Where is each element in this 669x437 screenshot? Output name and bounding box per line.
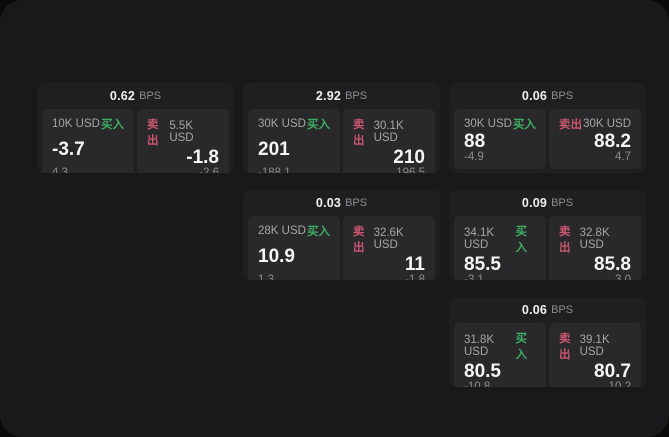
- buy-panel[interactable]: 10K USD 买入 -3.7 4.3: [42, 109, 134, 173]
- bps-unit: BPS: [345, 90, 368, 102]
- bps-unit: BPS: [551, 197, 574, 209]
- quote-card: 0.06 BPS 30K USD 买入 88 -4.9 卖出 30K USD: [449, 83, 646, 173]
- buy-price: 10.9: [258, 246, 295, 267]
- quote-card: 0.62 BPS 10K USD 买入 -3.7 4.3 卖出 5.5K USD: [37, 83, 234, 173]
- sell-size: 5.5K USD: [169, 120, 194, 144]
- card-header: 0.09 BPS: [449, 190, 646, 216]
- sell-label: 卖出: [353, 119, 365, 147]
- quote-card: 2.92 BPS 30K USD 买入 201 -188.1 卖出 30.1K …: [243, 83, 440, 173]
- bps-unit: BPS: [139, 90, 162, 102]
- sell-size: 32.8K USD: [579, 227, 610, 251]
- sell-delta: 196.5: [396, 167, 425, 173]
- buy-delta: -188.1: [258, 167, 291, 173]
- buy-size: 31.8K USD: [464, 334, 495, 358]
- sell-delta: 4.7: [615, 151, 631, 163]
- buy-delta: 4.3: [52, 167, 68, 173]
- sell-panel[interactable]: 卖出 30.1K USD 210 196.5: [343, 109, 435, 173]
- bps-value: 2.92: [315, 89, 342, 103]
- sell-label: 卖出: [559, 119, 582, 131]
- sell-size: 32.6K USD: [373, 227, 404, 251]
- card-body: 34.1K USD 买入 85.5 -3.1 卖出 32.8K USD 85.8…: [449, 216, 646, 280]
- card-body: 10K USD 买入 -3.7 4.3 卖出 5.5K USD -1.8 -2.…: [37, 109, 234, 173]
- quote-card: 0.03 BPS 28K USD 买入 10.9 1.3 卖出 32.6K US…: [243, 190, 440, 280]
- quote-card: 0.06 BPS 31.8K USD 买入 80.5 -10.8 卖出 39.1…: [449, 297, 646, 387]
- bps-unit: BPS: [551, 90, 574, 102]
- sell-size: 30K USD: [583, 118, 631, 130]
- sell-price: 80.7: [594, 361, 631, 382]
- bps-value: 0.03: [315, 196, 342, 210]
- card-header: 2.92 BPS: [243, 83, 440, 109]
- buy-label: 买入: [101, 119, 124, 131]
- card-header: 0.06 BPS: [449, 83, 646, 109]
- buy-label: 买入: [515, 333, 527, 361]
- sell-price: 88.2: [594, 131, 631, 152]
- buy-size: 30K USD: [258, 118, 306, 130]
- buy-label: 买入: [307, 226, 330, 238]
- buy-size: 10K USD: [52, 118, 100, 130]
- buy-panel[interactable]: 34.1K USD 买入 85.5 -3.1: [454, 216, 546, 280]
- bps-value: 0.06: [521, 303, 548, 317]
- buy-price: 201: [258, 139, 290, 160]
- sell-panel[interactable]: 卖出 32.8K USD 85.8 3.0: [549, 216, 641, 280]
- card-header: 0.06 BPS: [449, 297, 646, 323]
- buy-price: 85.5: [464, 254, 501, 275]
- sell-panel[interactable]: 卖出 32.6K USD 11 -1.8: [343, 216, 435, 280]
- quote-card-grid: 0.62 BPS 10K USD 买入 -3.7 4.3 卖出 5.5K USD: [37, 83, 646, 387]
- sell-label: 卖出: [353, 226, 365, 254]
- sell-price: 210: [393, 147, 425, 168]
- sell-delta: -1.8: [405, 274, 425, 280]
- buy-delta: -10.8: [464, 381, 491, 387]
- card-body: 31.8K USD 买入 80.5 -10.8 卖出 39.1K USD 80.…: [449, 323, 646, 387]
- buy-size: 30K USD: [464, 118, 512, 130]
- card-body: 28K USD 买入 10.9 1.3 卖出 32.6K USD 11 -1.8: [243, 216, 440, 280]
- sell-price: 11: [404, 254, 425, 275]
- buy-delta: 1.3: [258, 274, 274, 280]
- sell-size: 39.1K USD: [579, 334, 610, 358]
- card-body: 30K USD 买入 88 -4.9 卖出 30K USD 88.2 4.7: [449, 109, 646, 173]
- buy-label: 买入: [513, 119, 536, 131]
- buy-price: 80.5: [464, 361, 501, 382]
- bps-value: 0.06: [521, 89, 548, 103]
- card-header: 0.62 BPS: [37, 83, 234, 109]
- sell-price: 85.8: [594, 254, 631, 275]
- sell-label: 卖出: [147, 119, 159, 147]
- sell-panel[interactable]: 卖出 30K USD 88.2 4.7: [549, 109, 641, 169]
- sell-price: -1.8: [186, 147, 219, 168]
- buy-size: 28K USD: [258, 225, 306, 237]
- buy-panel[interactable]: 28K USD 买入 10.9 1.3: [248, 216, 340, 280]
- bps-value: 0.09: [521, 196, 548, 210]
- buy-label: 买入: [307, 119, 330, 131]
- sell-label: 卖出: [559, 333, 571, 361]
- buy-panel[interactable]: 30K USD 买入 88 -4.9: [454, 109, 546, 169]
- sell-delta: 10.2: [608, 381, 631, 387]
- sell-panel[interactable]: 卖出 5.5K USD -1.8 -2.6: [137, 109, 229, 173]
- bps-unit: BPS: [551, 304, 574, 316]
- quote-card: 0.09 BPS 34.1K USD 买入 85.5 -3.1 卖出 32.8K…: [449, 190, 646, 280]
- sell-label: 卖出: [559, 226, 571, 254]
- sell-size: 30.1K USD: [373, 120, 404, 144]
- sell-delta: -2.6: [199, 167, 219, 173]
- sell-panel[interactable]: 卖出 39.1K USD 80.7 10.2: [549, 323, 641, 387]
- buy-delta: -3.1: [464, 274, 484, 280]
- buy-panel[interactable]: 30K USD 买入 201 -188.1: [248, 109, 340, 173]
- sell-delta: 3.0: [615, 274, 631, 280]
- buy-size: 34.1K USD: [464, 227, 495, 251]
- card-body: 30K USD 买入 201 -188.1 卖出 30.1K USD 210 1…: [243, 109, 440, 173]
- buy-panel[interactable]: 31.8K USD 买入 80.5 -10.8: [454, 323, 546, 387]
- buy-label: 买入: [515, 226, 527, 254]
- buy-delta: -4.9: [464, 151, 484, 163]
- buy-price: -3.7: [52, 139, 85, 160]
- bps-value: 0.62: [109, 89, 136, 103]
- card-header: 0.03 BPS: [243, 190, 440, 216]
- buy-price: 88: [464, 131, 486, 152]
- bps-unit: BPS: [345, 197, 368, 209]
